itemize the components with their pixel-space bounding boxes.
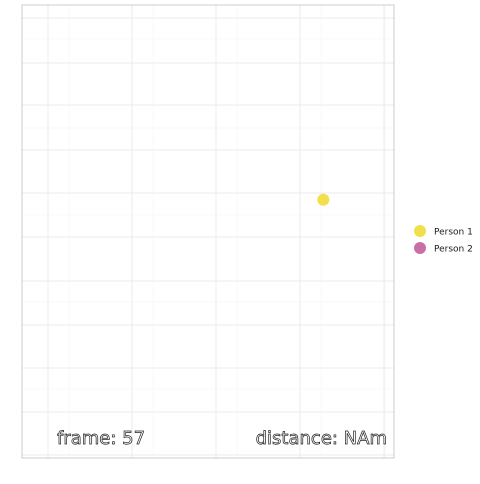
legend-label: Person 1 bbox=[434, 228, 473, 238]
legend-label: Person 2 bbox=[434, 245, 473, 255]
legend: Person 1 Person 2 bbox=[414, 225, 473, 255]
frame-annotation: frame: 57 bbox=[57, 428, 145, 449]
legend-key bbox=[414, 242, 426, 254]
major-grid bbox=[22, 5, 394, 458]
minor-grid bbox=[22, 5, 394, 458]
panel-border bbox=[21, 4, 395, 459]
data-point bbox=[317, 193, 330, 206]
distance-annotation: distance: NAm bbox=[256, 428, 387, 449]
points-layer bbox=[317, 193, 330, 206]
legend-key bbox=[414, 225, 426, 237]
